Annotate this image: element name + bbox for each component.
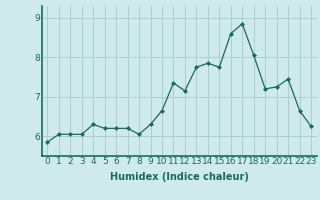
X-axis label: Humidex (Indice chaleur): Humidex (Indice chaleur) bbox=[110, 172, 249, 182]
